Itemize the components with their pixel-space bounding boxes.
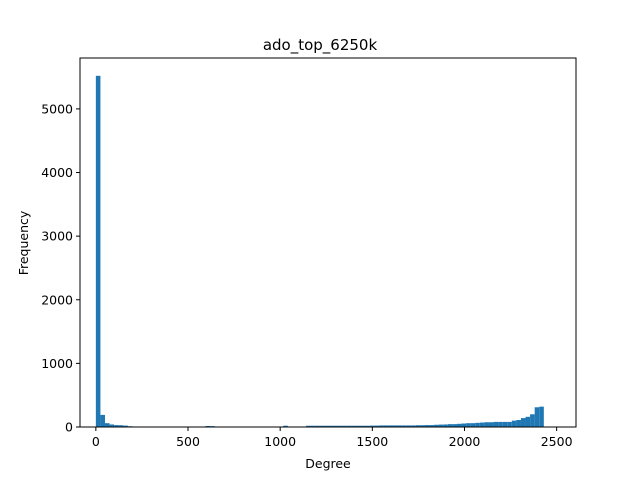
histogram-bar <box>415 425 421 427</box>
histogram-bar <box>511 420 517 427</box>
histogram-bar <box>420 425 425 427</box>
histogram-bar <box>456 423 462 427</box>
histogram-bar <box>370 425 375 427</box>
histogram-bar <box>379 425 384 427</box>
histogram-bar <box>100 414 105 427</box>
chart-title: ado_top_6250k <box>263 36 378 55</box>
histogram-bar <box>342 425 348 427</box>
histogram-bar <box>470 423 476 427</box>
histogram-bar <box>95 75 101 427</box>
y-tick-label: 2000 <box>41 292 73 307</box>
histogram-bar <box>438 424 444 427</box>
x-axis-ticks: 0 500 1000 1500 2000 2500 <box>92 427 573 449</box>
histogram-bar <box>365 425 371 427</box>
histogram-bar <box>530 414 535 427</box>
plot-frame <box>79 57 577 428</box>
histogram-bar <box>397 425 403 427</box>
histogram-bar <box>502 421 508 427</box>
y-tick-label: 4000 <box>41 165 73 180</box>
y-tick-label: 3000 <box>41 229 73 244</box>
histogram-bar <box>479 422 485 427</box>
histogram-bar <box>406 425 412 427</box>
histogram-bar <box>461 423 467 427</box>
x-tick-label: 2000 <box>449 434 481 449</box>
y-tick-label: 5000 <box>41 101 73 116</box>
histogram-bar <box>114 425 119 427</box>
histogram-bar <box>392 425 398 427</box>
histogram-bar <box>534 407 540 427</box>
histogram-bar <box>310 425 316 427</box>
histogram-bar <box>475 422 480 427</box>
histogram-bar <box>374 425 380 427</box>
histogram-bar <box>315 425 320 427</box>
x-tick-label: 500 <box>176 434 200 449</box>
histogram-bar <box>466 423 471 427</box>
histogram-bar <box>434 424 439 427</box>
histogram-bar <box>360 425 366 427</box>
histogram-bar <box>452 424 457 427</box>
histogram-bar <box>109 424 115 427</box>
histogram-bar <box>351 425 357 427</box>
histogram-bar <box>324 425 329 427</box>
histogram-bar <box>493 421 499 427</box>
histogram-bar <box>205 425 211 427</box>
histogram-bar <box>484 422 489 427</box>
histogram-bar <box>306 425 311 427</box>
histogram-bar <box>443 424 448 427</box>
histogram-bar <box>347 425 352 427</box>
histogram-bar <box>539 406 544 427</box>
x-tick-label: 0 <box>92 434 100 449</box>
histogram-bar <box>283 425 288 427</box>
histogram-bar <box>123 425 128 427</box>
histogram-bar <box>383 425 389 427</box>
y-axis-ticks: 0 1000 2000 3000 4000 5000 <box>41 101 80 435</box>
y-tick-label: 1000 <box>41 356 73 371</box>
histogram-bar <box>520 418 526 427</box>
histogram-bar <box>328 425 334 427</box>
histogram-bar <box>118 425 124 427</box>
histogram-bar <box>402 425 407 427</box>
x-axis-label: Degree <box>305 456 351 471</box>
histogram-bar <box>447 424 453 427</box>
histogram-bar <box>319 425 325 427</box>
histogram-bar <box>356 425 361 427</box>
histogram-bar <box>429 425 435 427</box>
histogram-bar <box>516 420 521 427</box>
histogram-bar <box>525 416 531 427</box>
histogram-bar <box>498 421 503 427</box>
x-tick-label: 1000 <box>264 434 296 449</box>
histogram-bar <box>104 423 110 427</box>
y-tick-label: 0 <box>65 420 73 435</box>
histogram-bar <box>507 421 512 427</box>
x-tick-label: 1500 <box>356 434 388 449</box>
histogram-bar <box>424 425 430 427</box>
y-axis-label: Frequency <box>16 210 31 275</box>
x-tick-label: 2500 <box>541 434 573 449</box>
histogram-bar <box>388 425 393 427</box>
histogram-bar <box>488 422 494 427</box>
histogram-bar <box>333 425 339 427</box>
histogram-bar <box>338 425 343 427</box>
histogram-bar <box>411 425 416 427</box>
